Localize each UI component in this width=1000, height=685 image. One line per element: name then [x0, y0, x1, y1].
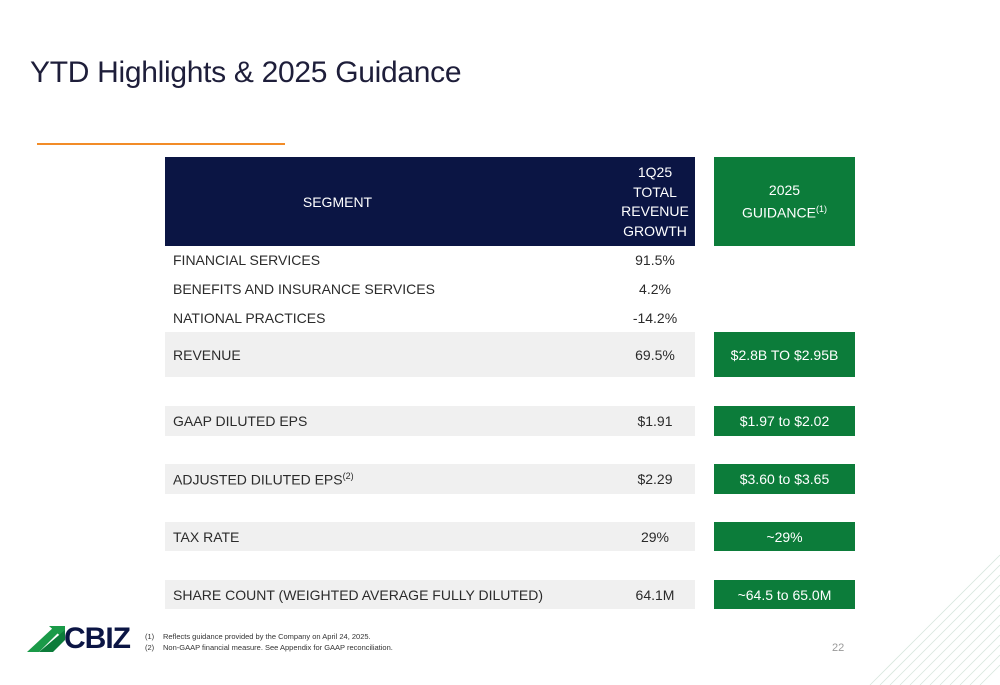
gaap-eps-value: $1.91 — [637, 413, 673, 429]
tax-rate-row — [165, 522, 695, 551]
adjusted-eps-row — [165, 464, 695, 494]
header-guidance: 2025 GUIDANCE(1) — [714, 157, 855, 246]
accent-divider — [37, 143, 285, 145]
table-row-label: NATIONAL PRACTICES — [173, 310, 326, 326]
header-growth-line: TOTAL — [633, 183, 677, 200]
adjusted-eps-value: $2.29 — [637, 471, 673, 487]
table-header — [165, 157, 695, 246]
header-growth-line: GROWTH — [623, 222, 687, 239]
tax-rate-guidance: ~29% — [714, 522, 855, 551]
revenue-label: REVENUE — [173, 347, 241, 363]
logo-text: CBIZ — [64, 622, 131, 655]
share-count-row — [165, 580, 695, 609]
revenue-row — [165, 332, 695, 377]
revenue-guidance: $2.8B TO $2.95B — [714, 332, 855, 377]
gaap-eps-label: GAAP DILUTED EPS — [173, 413, 308, 429]
table-row-value: 4.2% — [639, 281, 671, 297]
page-title: YTD Highlights & 2025 Guidance — [30, 56, 462, 89]
tax-rate-label: TAX RATE — [173, 529, 240, 545]
share-count-value: 64.1M — [635, 587, 675, 603]
decorative-hatch — [869, 554, 1000, 685]
adjusted-eps-guidance: $3.60 to $3.65 — [714, 464, 855, 494]
header-guidance-label: GUIDANCE(1) — [742, 203, 827, 221]
revenue-value: 69.5% — [635, 347, 675, 363]
footnote: (2) Non-GAAP financial measure. See Appen… — [145, 643, 393, 652]
share-count-guidance: ~64.5 to 65.0M — [714, 580, 855, 609]
header-growth-line: REVENUE — [621, 203, 689, 219]
header-guidance-year: 2025 — [768, 181, 801, 198]
table-row-value: 91.5% — [635, 252, 675, 268]
tax-rate-value: 29% — [640, 529, 670, 545]
table-row-label: BENEFITS AND INSURANCE SERVICES — [173, 281, 435, 297]
footnote: (1) Reflects guidance provided by the Com… — [145, 632, 371, 641]
adjusted-eps-label: ADJUSTED DILUTED EPS(2) — [173, 471, 354, 488]
table-row-label: FINANCIAL SERVICES — [173, 252, 321, 268]
header-segment: SEGMENT — [302, 193, 373, 210]
table-row-value: -14.2% — [632, 310, 678, 326]
cbiz-arrow-icon — [27, 626, 65, 652]
header-growth: 1Q25 TOTAL REVENUE GROWTH — [615, 163, 695, 241]
footnote-ref: (2) — [342, 471, 354, 481]
gaap-eps-row — [165, 406, 695, 436]
header-growth-line: 1Q25 — [637, 164, 673, 180]
gaap-eps-guidance: $1.97 to $2.02 — [714, 406, 855, 436]
footnote-ref: (1) — [815, 203, 827, 214]
page-number: 22 — [832, 642, 845, 654]
share-count-label: SHARE COUNT (WEIGHTED AVERAGE FULLY DILU… — [173, 587, 544, 603]
